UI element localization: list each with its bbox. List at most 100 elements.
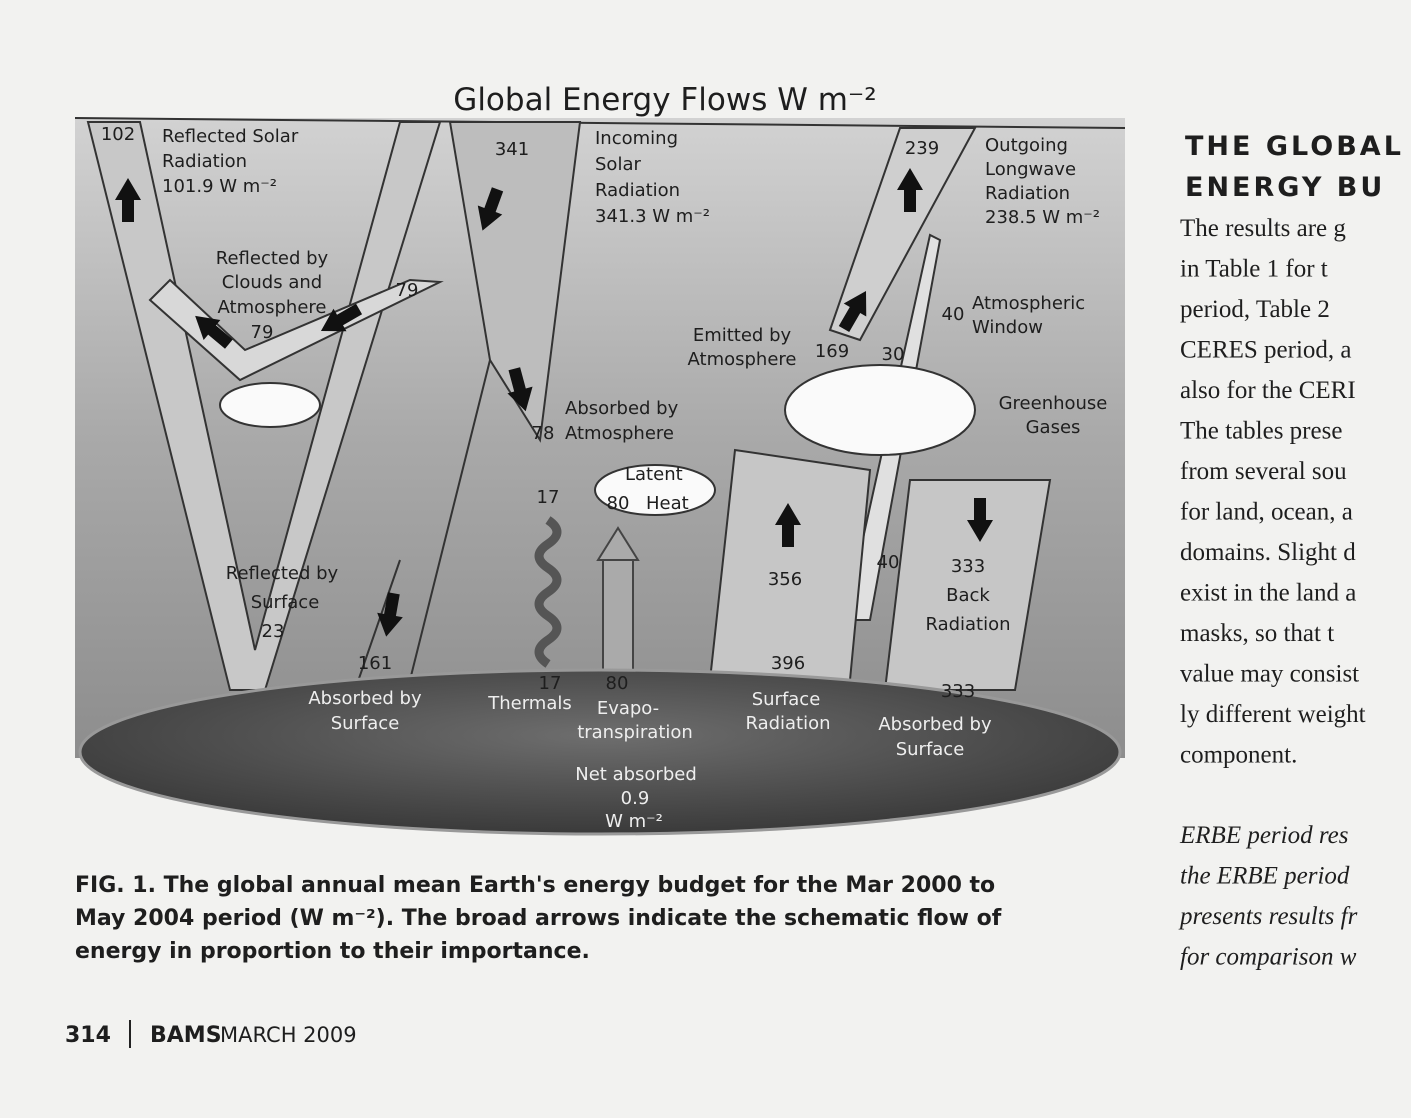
diagram-label: 238.5 W m⁻² [985,207,1100,228]
diagram-label: Atmosphere [218,297,327,318]
diagram-label: Absorbed by [308,688,422,709]
diagram-label: 17 [537,487,560,508]
diagram-label: Surface [896,739,965,760]
diagram-label: Surface [251,592,320,613]
diagram-label: 341 [495,139,529,160]
diagram-label: Latent [625,464,683,485]
column-heading: ENERGY BU [1185,172,1385,203]
diagram-label: Reflected by [216,248,329,269]
column-line: for comparison w [1180,944,1357,971]
diagram-label: Reflected by [226,563,339,584]
diagram-label: 333 [941,681,975,702]
diagram-label: 239 [905,138,939,159]
diagram-label: Emitted by [693,325,792,346]
column-line: domains. Slight d [1180,539,1356,566]
column-line: presents results fr [1178,903,1358,930]
column-line: component. [1180,742,1297,769]
reflected-band [86,121,442,691]
diagram-label: W m⁻² [605,811,663,832]
top-of-atmosphere [74,117,1126,129]
column-line: the ERBE period [1180,863,1350,890]
diagram-label: Outgoing [985,135,1068,156]
diagram-label: Radiation [925,614,1010,635]
caption-line: FIG. 1. The global annual mean Earth's e… [75,873,995,898]
thermals-wave [534,516,562,668]
journal-name: BAMS [150,1023,222,1048]
diagram-label: Radiation [745,713,830,734]
diagram-label: Surface [752,689,821,710]
surface-radiation-band [708,448,872,681]
column-line: ERBE period res [1179,822,1348,849]
diagram-label: Radiation [985,183,1070,204]
column-line: masks, so that t [1180,620,1334,647]
page-number: 314 [65,1023,111,1048]
caption-line: May 2004 period (W m⁻²). The broad arrow… [75,906,1002,931]
diagram-label: Heat [646,493,689,514]
diagram-label: Clouds and [222,272,322,293]
diagram-label: 78 [532,423,555,444]
diagram-label: Gases [1026,417,1081,438]
diagram-label: Radiation [595,180,680,201]
diagram-label: Atmosphere [565,423,674,444]
diagram-label: 101.9 W m⁻² [162,176,277,197]
diagram-label: 30 [882,344,905,365]
diagram-label: 40 [877,552,900,573]
diagram-label: Window [972,317,1043,338]
diagram-label: 79 [251,322,274,343]
diagram-label: 40 [942,304,965,325]
diagram-label: Incoming [595,128,678,149]
diagram-label: 0.9 [621,788,650,809]
issue-date: MARCH 2009 [220,1023,357,1047]
diagram-label: 396 [771,653,805,674]
diagram-label: 79 [396,280,419,301]
earth [78,668,1122,836]
column-line: exist in the land a [1180,580,1356,607]
diagram-label: 102 [101,124,135,145]
column-line: CERES period, a [1180,337,1352,364]
diagram-label: 169 [815,341,849,362]
column-line: also for the CERI [1180,377,1356,404]
diagram [74,117,1126,836]
column-line: for land, ocean, a [1180,499,1353,526]
column-line: ly different weight [1180,701,1366,728]
diagram-label: Solar [595,154,641,175]
column-heading: THE GLOBAL [1185,131,1404,162]
diagram-label: Reflected Solar [162,126,299,147]
diagram-label: Thermals [487,693,572,714]
column-line: value may consist [1180,661,1359,688]
figure-title: Global Energy Flows W m⁻² [453,82,876,118]
column-line: The results are g [1180,215,1346,242]
cloud-reflection-band [148,278,444,382]
diagram-label: Surface [331,713,400,734]
back-radiation-band [883,479,1052,691]
diagram-label: transpiration [577,722,693,743]
column-line: The tables prese [1180,418,1342,445]
diagram-label: Atmosphere [688,349,797,370]
diagram-label: 80 [606,673,629,694]
diagram-label: Net absorbed [575,764,697,785]
incoming-band [448,121,582,443]
column-line: from several sou [1180,458,1347,485]
diagram-label: Atmospheric [972,293,1085,314]
diagram-label: Absorbed by [565,398,679,419]
clouds [219,364,976,516]
diagram-label: 333 [951,556,985,577]
diagram-label: 23 [262,621,285,642]
diagram-label: 356 [768,569,802,590]
diagram-label: Back [946,585,990,606]
diagram-label: Greenhouse [999,393,1108,414]
diagram-label: Radiation [162,151,247,172]
outgoing-band [828,127,977,342]
diagram-label: 341.3 W m⁻² [595,206,710,227]
diagram-label: 17 [539,673,562,694]
diagram-label: 161 [358,653,392,674]
diagram-label: 80 [607,493,630,514]
caption-line: energy in proportion to their importance… [75,939,590,964]
column-line: period, Table 2 [1180,296,1330,323]
diagram-label: Absorbed by [878,714,992,735]
diagram-label: Longwave [985,159,1076,180]
latent-arrow [596,526,640,671]
diagram-label: Evapo- [597,698,659,719]
column-line: in Table 1 for t [1180,256,1328,283]
